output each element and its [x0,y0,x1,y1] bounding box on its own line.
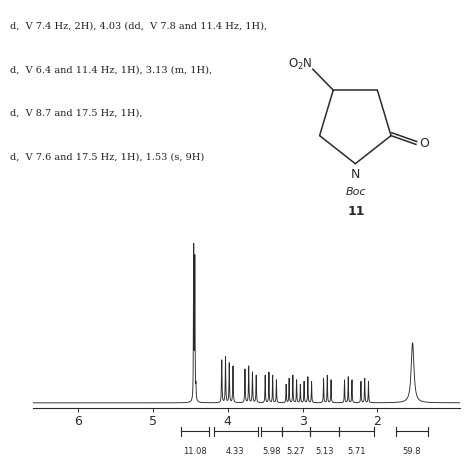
Text: 5.13: 5.13 [315,447,334,456]
Text: d,  V 7.6 and 17.5 Hz, 1H), 1.53 (s, 9H): d, V 7.6 and 17.5 Hz, 1H), 1.53 (s, 9H) [10,153,205,162]
Text: N: N [351,168,360,182]
Text: 5.98: 5.98 [263,447,281,456]
Text: 5.27: 5.27 [287,447,305,456]
Text: Boc: Boc [346,187,367,197]
Text: d,  V 8.7 and 17.5 Hz, 1H),: d, V 8.7 and 17.5 Hz, 1H), [10,109,143,118]
Text: 5.71: 5.71 [347,447,366,456]
Text: O$_2$N: O$_2$N [288,57,312,73]
Text: O: O [419,137,429,150]
Text: 59.8: 59.8 [402,447,421,456]
Text: 11.08: 11.08 [183,447,207,456]
Text: 11: 11 [348,205,365,219]
Text: 4.33: 4.33 [226,447,245,456]
Text: d,  V 7.4 Hz, 2H), 4.03 (dd,  V 7.8 and 11.4 Hz, 1H),: d, V 7.4 Hz, 2H), 4.03 (dd, V 7.8 and 11… [10,22,267,31]
Text: d,  V 6.4 and 11.4 Hz, 1H), 3.13 (m, 1H),: d, V 6.4 and 11.4 Hz, 1H), 3.13 (m, 1H), [10,65,212,74]
